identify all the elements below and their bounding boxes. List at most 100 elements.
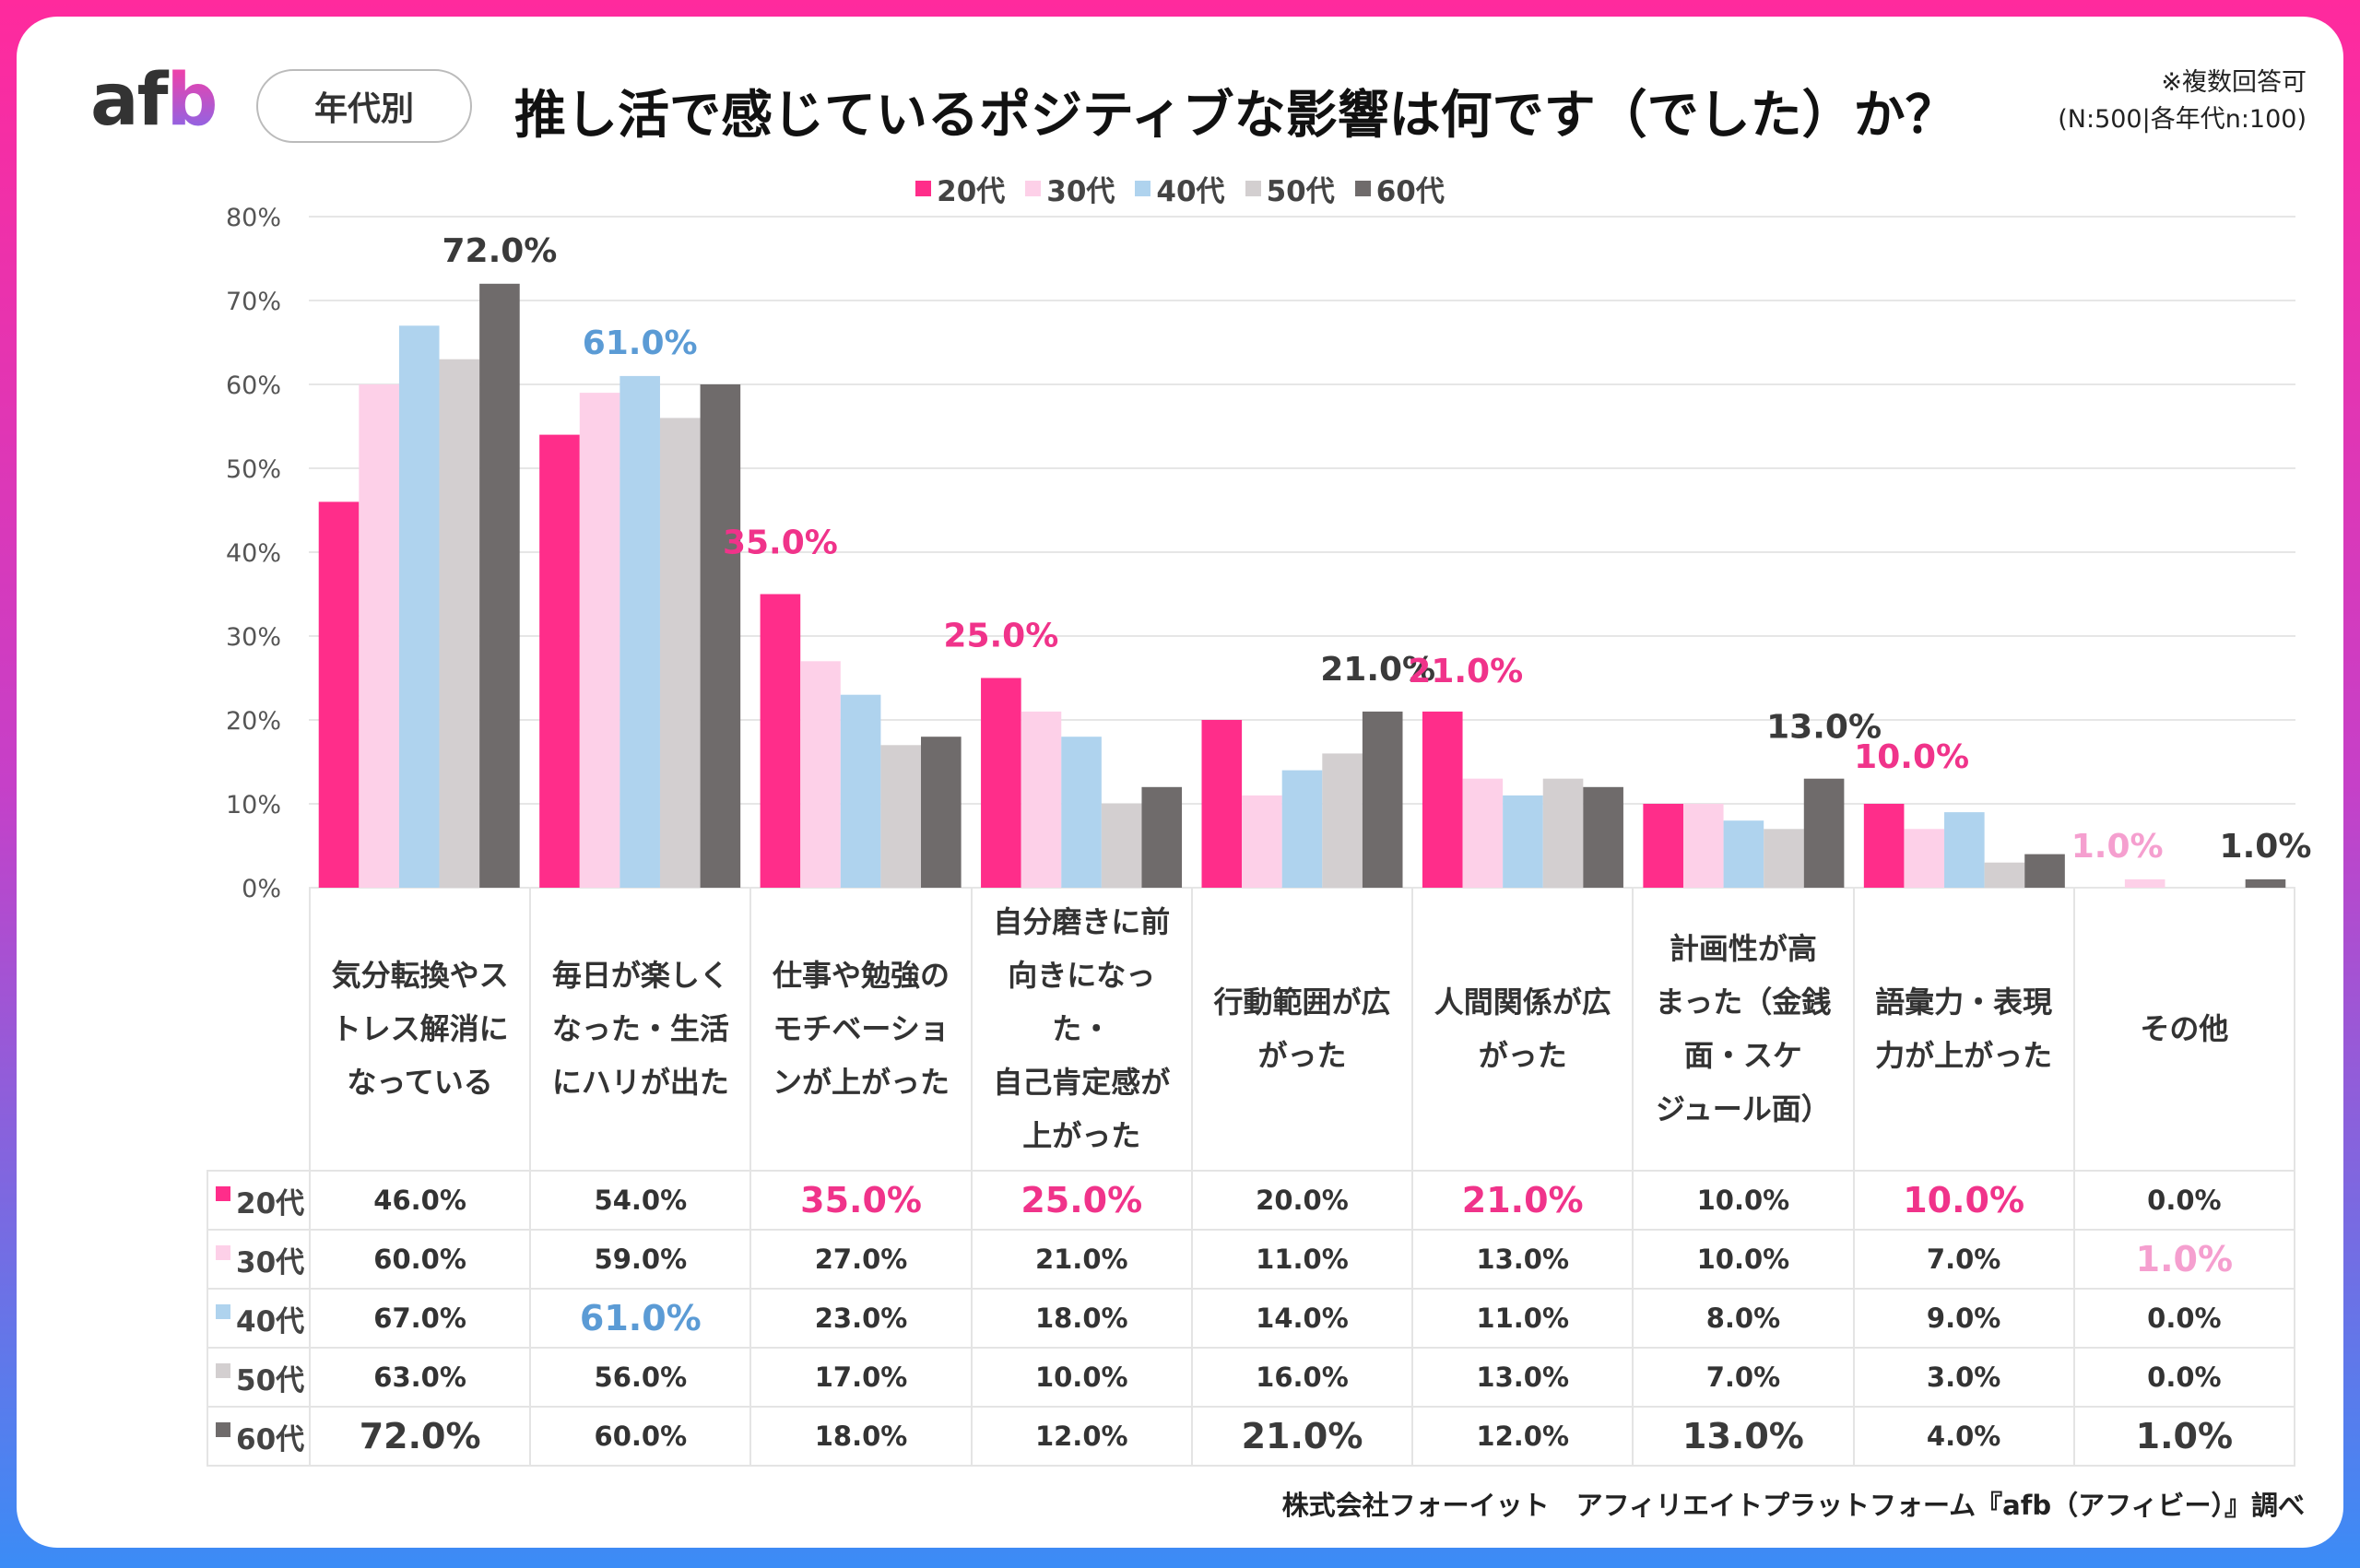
bar-40代-1 [620, 375, 660, 888]
bar-50代-6 [1764, 829, 1804, 888]
legend-label: 30代 [1046, 175, 1115, 208]
table-row: 20代 46.0% 54.0% 35.0% 25.0% 20.0% 21.0% 10.0% 10… [206, 1170, 2295, 1229]
bar-50代-0 [439, 359, 480, 888]
bar-40代-0 [398, 325, 440, 888]
table-cell: 21.0% [970, 1231, 1191, 1288]
table-cell: 18.0% [749, 1408, 970, 1465]
table-cell: 13.0% [1632, 1408, 1852, 1465]
data-label: 25.0% [943, 618, 1058, 655]
table-row: 30代 60.0% 59.0% 27.0% 21.0% 11.0% 13.0% 10.0% 7.… [206, 1229, 2295, 1288]
survey-note: ※複数回答可 (N:500|各年代n:100) [2058, 65, 2307, 138]
legend-swatch [1354, 181, 1371, 196]
row-label-text: 40代 [236, 1304, 305, 1338]
bar-30代-8 [2124, 878, 2165, 888]
bar-60代-6 [1803, 778, 1845, 888]
legend-label: 50代 [1266, 175, 1335, 208]
table-cell: 61.0% [529, 1290, 749, 1347]
row-label-text: 30代 [236, 1245, 305, 1279]
bar-30代-0 [359, 384, 399, 888]
legend-swatch [1245, 181, 1261, 196]
bar-50代-7 [1984, 862, 2025, 888]
bar-40代-4 [1281, 770, 1323, 888]
table-cell: 18.0% [970, 1290, 1191, 1347]
age-group-tag: 年代別 [256, 69, 472, 143]
data-label: 10.0% [1854, 738, 1969, 776]
data-label: 13.0% [1766, 709, 1882, 747]
category-label: 計画性が高 まった（金銭 面・スケ ジュール面） [1632, 888, 1852, 1170]
category-label: 毎日が楽しく なった・生活 にハリが出た [529, 888, 749, 1170]
row-label-text: 60代 [236, 1422, 305, 1456]
legend-item: 20代 [915, 168, 1005, 209]
y-tick-label: 60% [226, 371, 281, 400]
data-label: 1.0% [2071, 828, 2164, 866]
legend-label: 60代 [1375, 175, 1445, 208]
table-cell: 21.0% [1411, 1172, 1632, 1229]
row-label: 20代 [206, 1172, 309, 1229]
category-label: 行動範囲が広 がった [1190, 888, 1411, 1170]
data-label: 61.0% [583, 324, 698, 362]
y-tick-label: 70% [226, 288, 281, 316]
row-swatch [216, 1304, 230, 1319]
data-label: 21.0% [1320, 651, 1435, 689]
table-row: 50代 63.0% 56.0% 17.0% 10.0% 16.0% 13.0% 7.0% 3.0… [206, 1347, 2295, 1406]
table-cell: 13.0% [1411, 1231, 1632, 1288]
bar-40代-2 [840, 694, 881, 888]
table-cell: 10.0% [970, 1349, 1191, 1406]
data-label: 72.0% [442, 232, 557, 270]
table-cell: 21.0% [1190, 1408, 1411, 1465]
page-title: 推し活で感じているポジティブな影響は何です（でした）か？ [514, 86, 1957, 146]
table-cell: 10.0% [1852, 1172, 2073, 1229]
table-cell: 35.0% [749, 1172, 970, 1229]
table-cell: 9.0% [1852, 1290, 2073, 1347]
legend-swatch [915, 181, 932, 196]
bar-20代-7 [1863, 804, 1905, 888]
y-tick-label: 30% [226, 623, 281, 652]
table-cell: 7.0% [1852, 1231, 2073, 1288]
y-tick-label: 20% [226, 707, 281, 736]
table-cell: 7.0% [1632, 1349, 1852, 1406]
table-cell: 59.0% [529, 1231, 749, 1288]
source-footer: 株式会社フォーイット アフィリエイトプラットフォーム『afb（アフィビー）』調べ [1281, 1490, 2305, 1521]
table-row: 40代 67.0% 61.0% 23.0% 18.0% 14.0% 11.0% 8.0% 9.0… [206, 1288, 2295, 1347]
table-cell: 16.0% [1190, 1349, 1411, 1406]
bar-50代-1 [659, 418, 701, 888]
row-label: 60代 [206, 1408, 309, 1465]
legend-item: 30代 [1025, 168, 1115, 209]
table-cell: 4.0% [1852, 1408, 2073, 1465]
bar-60代-4 [1362, 711, 1403, 888]
table-cell: 14.0% [1190, 1290, 1411, 1347]
bar-60代-0 [479, 283, 520, 888]
bar-60代-1 [700, 384, 741, 888]
table-cell: 60.0% [529, 1408, 749, 1465]
note-sample-size: (N:500|各年代n:100) [2058, 105, 2307, 134]
legend-swatch [1025, 181, 1042, 196]
legend-swatch [1135, 181, 1151, 196]
bar-30代-3 [1021, 711, 1062, 888]
row-label-text: 20代 [236, 1186, 305, 1220]
bar-40代-6 [1723, 820, 1764, 888]
bar-20代-5 [1422, 711, 1463, 888]
table-cell: 0.0% [2072, 1172, 2295, 1229]
data-table: 20代 46.0% 54.0% 35.0% 25.0% 20.0% 21.0% 10.0% 10… [206, 1170, 2295, 1467]
bar-40代-7 [1944, 812, 1985, 888]
bar-30代-5 [1462, 778, 1504, 888]
bar-60代-8 [2245, 878, 2286, 888]
table-cell: 23.0% [749, 1290, 970, 1347]
bar-20代-1 [539, 434, 580, 888]
bar-30代-6 [1682, 804, 1724, 888]
row-swatch [216, 1245, 230, 1260]
legend-item: 40代 [1135, 168, 1225, 209]
table-cell: 1.0% [2072, 1408, 2295, 1465]
y-tick-label: 0% [242, 875, 281, 903]
table-cell: 10.0% [1632, 1172, 1852, 1229]
row-label-text: 50代 [236, 1363, 305, 1397]
legend-label: 40代 [1156, 175, 1225, 208]
data-label: 21.0% [1408, 653, 1523, 690]
category-label: 人間関係が広 がった [1411, 888, 1632, 1170]
table-cell: 11.0% [1190, 1231, 1411, 1288]
category-label: 仕事や勉強の モチベーショ ンが上がった [749, 888, 970, 1170]
table-cell: 54.0% [529, 1172, 749, 1229]
table-cell: 20.0% [1190, 1172, 1411, 1229]
bar-60代-3 [1141, 786, 1183, 888]
